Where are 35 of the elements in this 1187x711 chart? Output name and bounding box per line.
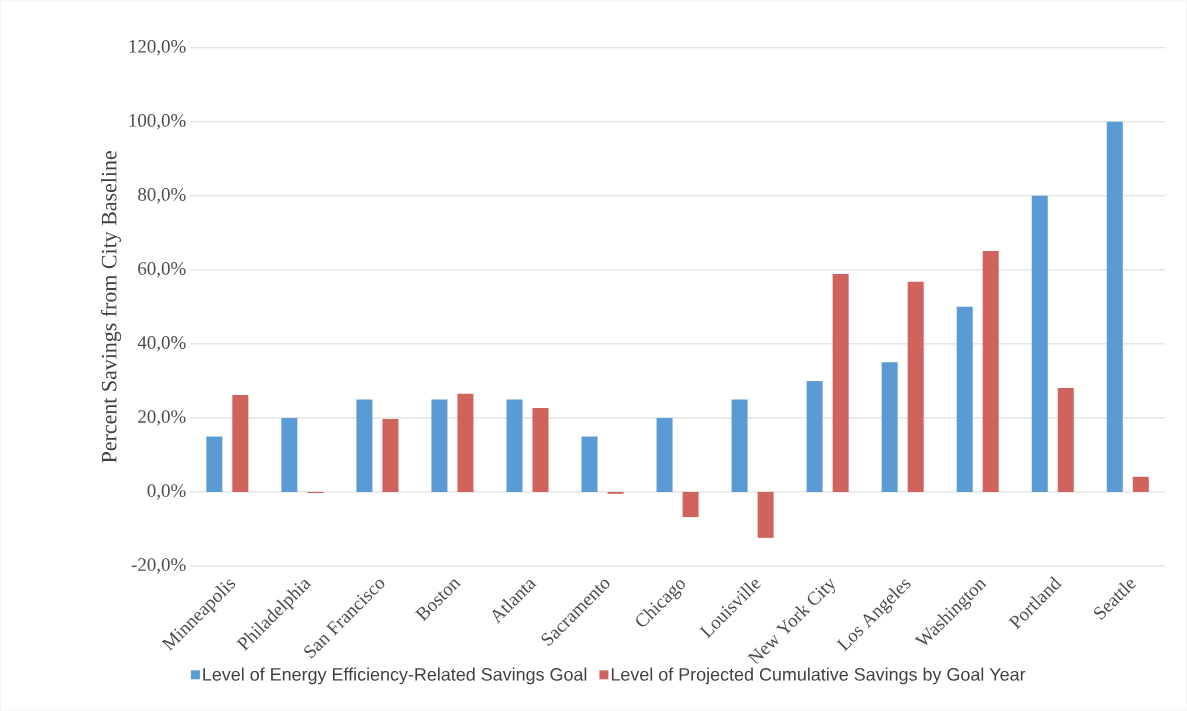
bar	[1057, 388, 1074, 493]
bar	[1132, 476, 1149, 493]
y-tick-label: 60,0%	[138, 262, 186, 278]
bar	[881, 362, 898, 493]
bar	[457, 393, 474, 493]
y-tick-label: 80,0%	[138, 188, 186, 204]
bar	[682, 492, 699, 518]
bar	[206, 436, 223, 493]
bar	[1106, 121, 1123, 493]
bar	[731, 399, 748, 493]
legend-label: Level of Energy Efficiency-Related Savings Goal	[203, 667, 587, 685]
bar	[1031, 195, 1048, 493]
bar	[956, 306, 973, 493]
bar	[232, 395, 249, 493]
bar	[806, 381, 823, 493]
bar	[982, 251, 999, 493]
bar	[281, 418, 298, 493]
bar	[382, 419, 399, 493]
bar	[757, 492, 774, 538]
bar	[656, 418, 673, 493]
legend-label: Level of Projected Cumulative Savings by Goal Year	[611, 667, 1026, 685]
bar	[832, 274, 849, 493]
bar	[581, 436, 598, 493]
y-axis-title: Percent Savings from City Baseline	[100, 151, 122, 463]
bar	[431, 399, 448, 493]
y-tick-label: 20,0%	[138, 410, 186, 426]
y-tick-label: 40,0%	[137, 336, 186, 352]
bar	[356, 399, 373, 493]
y-tick-label: 100,0%	[129, 114, 186, 130]
y-tick-label: 120,0%	[129, 40, 186, 56]
bar	[907, 281, 924, 493]
bar	[532, 408, 549, 493]
y-tick-label: -20,0%	[131, 558, 186, 574]
bar	[506, 399, 523, 493]
y-tick-label: 0,0%	[147, 484, 186, 500]
